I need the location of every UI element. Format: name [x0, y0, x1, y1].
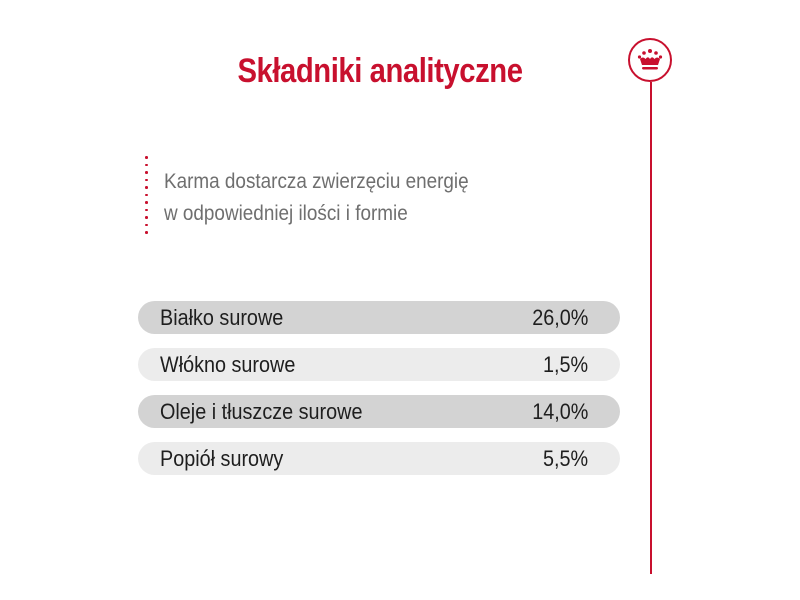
- page-title: Składniki analityczne: [237, 52, 523, 90]
- row-value: 14,0%: [531, 399, 588, 424]
- crown-icon: [637, 49, 663, 70]
- row-value: 26,0%: [531, 305, 588, 330]
- brand-logo: [628, 38, 672, 82]
- table-row: Popiół surowy 5,5%: [138, 442, 620, 475]
- description-line-1: Karma dostarcza zwierzęciu energię: [164, 170, 469, 193]
- dotted-accent-line: [145, 156, 149, 238]
- vertical-divider-line: [650, 82, 652, 574]
- analytical-constituents-table: Białko surowe 26,0% Włókno surowe 1,5% O…: [138, 301, 620, 489]
- row-label: Białko surowe: [160, 305, 284, 330]
- row-label: Oleje i tłuszcze surowe: [160, 399, 363, 424]
- table-row: Oleje i tłuszcze surowe 14,0%: [138, 395, 620, 428]
- row-label: Włókno surowe: [160, 352, 296, 377]
- table-row: Białko surowe 26,0%: [138, 301, 620, 334]
- description-text: Karma dostarcza zwierzęciu energię w odp…: [164, 166, 469, 230]
- row-value: 5,5%: [542, 446, 588, 471]
- row-value: 1,5%: [542, 352, 588, 377]
- row-label: Popiół surowy: [160, 446, 284, 471]
- table-row: Włókno surowe 1,5%: [138, 348, 620, 381]
- description-line-2: w odpowiedniej ilości i formie: [164, 202, 408, 225]
